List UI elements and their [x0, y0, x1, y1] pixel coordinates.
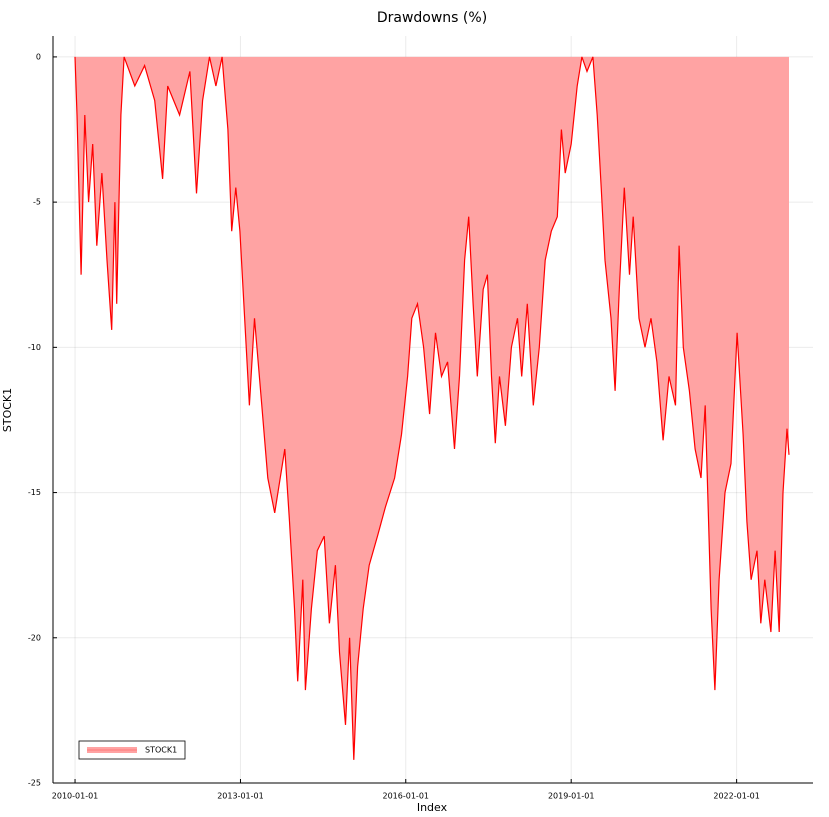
area-fill [75, 56, 789, 760]
y-tick-label: -10 [28, 343, 41, 352]
x-tick-label: 2010-01-01 [52, 792, 99, 801]
y-axis-label: STOCK1 [1, 388, 14, 432]
x-tick-label: 2016-01-01 [383, 792, 430, 801]
x-tick-label: 2019-01-01 [548, 792, 595, 801]
legend: STOCK1 [78, 740, 186, 760]
legend-label: STOCK1 [145, 746, 177, 755]
y-tick-label: -25 [28, 779, 41, 788]
y-tick-label: -5 [33, 198, 41, 207]
chart-title: Drawdowns (%) [377, 10, 487, 26]
y-tick-label: -15 [28, 488, 41, 497]
x-tick-label: 2013-01-01 [217, 792, 264, 801]
plot-area: -25 -20 -15 -10 -5 0 2010-01-01 2013-01-01 2016-… [28, 36, 813, 801]
x-tick-label: 2022-01-01 [713, 792, 760, 801]
series-line [74, 56, 790, 760]
y-tick-label: -20 [28, 633, 41, 642]
y-tick-label: 0 [36, 52, 41, 61]
x-axis-label: Index [417, 801, 448, 813]
